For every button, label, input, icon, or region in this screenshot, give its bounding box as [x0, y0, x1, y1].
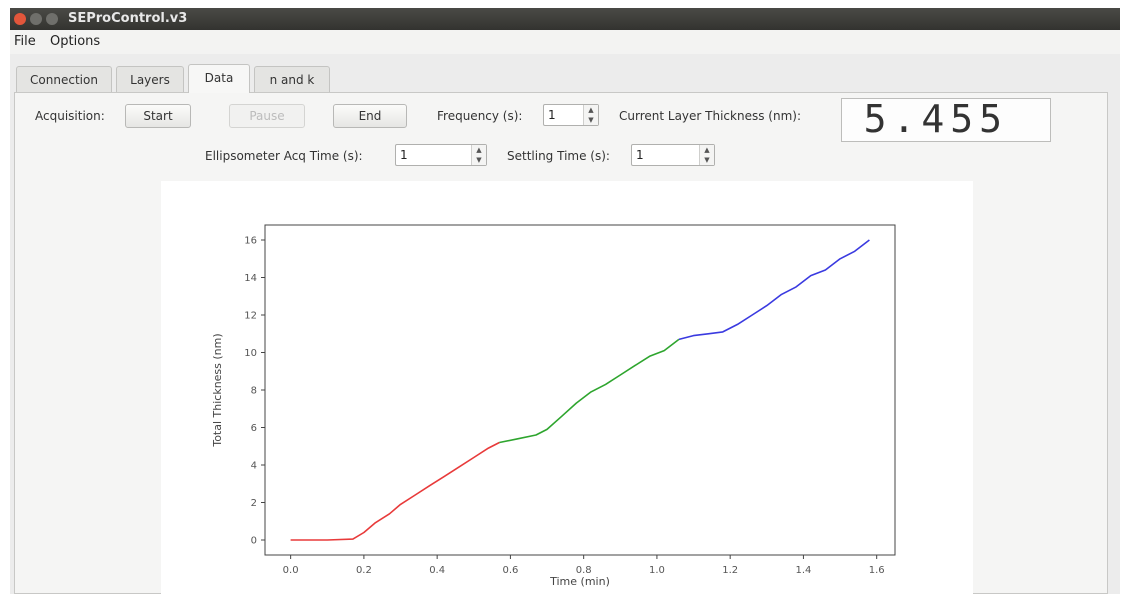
- settling-time-value: 1: [636, 148, 644, 162]
- app-window: SEProControl.v3 File Options Connection …: [10, 8, 1120, 595]
- x-tick-label: 1.6: [869, 565, 885, 576]
- ellipsometer-acq-value: 1: [400, 148, 408, 162]
- series-line-1: [290, 441, 500, 541]
- y-tick-label: 6: [251, 423, 257, 434]
- x-tick-label: 0.8: [576, 565, 592, 576]
- tab-data[interactable]: Data: [188, 64, 250, 93]
- x-tick-label: 1.4: [795, 565, 811, 576]
- frequency-label: Frequency (s):: [437, 109, 523, 123]
- acquisition-label: Acquisition:: [35, 109, 105, 123]
- series-line-2: [499, 338, 680, 444]
- menu-options[interactable]: Options: [50, 34, 101, 49]
- y-tick-label: 2: [251, 498, 257, 509]
- minimize-window-button[interactable]: [30, 13, 42, 25]
- y-tick-label: 0: [251, 536, 257, 547]
- tab-layers[interactable]: Layers: [116, 66, 184, 92]
- title-bar: SEProControl.v3: [10, 8, 1120, 30]
- thickness-plot: 0.0 0.2 0.4 0.6 0.8 1.0 1.2 1.4 1.6 0 2 4 6 8 10 12 14 1…: [161, 181, 973, 595]
- frequency-value: 1: [548, 108, 556, 122]
- pause-button[interactable]: Pause: [229, 104, 305, 128]
- menu-bar: File Options: [10, 30, 1120, 54]
- series-line-3: [678, 239, 870, 341]
- spin-down-icon[interactable]: ▼: [476, 156, 482, 164]
- y-tick-label: 16: [244, 236, 257, 247]
- x-tick-label: 0.6: [502, 565, 518, 576]
- window-title: SEProControl.v3: [68, 11, 188, 26]
- close-window-button[interactable]: [14, 13, 26, 25]
- y-axis-label: Total Thickness (nm): [211, 333, 224, 447]
- tab-n-and-k[interactable]: n and k: [254, 66, 330, 92]
- x-tick-label: 1.2: [722, 565, 738, 576]
- frequency-spinbox[interactable]: 1 ▲ ▼: [543, 104, 599, 126]
- plot-frame: [264, 224, 896, 556]
- y-tick-label: 14: [244, 273, 257, 284]
- x-tick-label: 0.4: [429, 565, 445, 576]
- settling-time-spinbox[interactable]: 1 ▲ ▼: [631, 144, 715, 166]
- y-tick-label: 8: [251, 386, 257, 397]
- tab-bar: Connection Layers Data n and k: [10, 64, 1120, 93]
- spin-up-icon[interactable]: ▲: [476, 146, 482, 154]
- y-tick-label: 10: [244, 348, 257, 359]
- ellipsometer-acq-spinbox[interactable]: 1 ▲ ▼: [395, 144, 487, 166]
- spin-up-icon[interactable]: ▲: [704, 146, 710, 154]
- x-axis-label: Time (min): [549, 575, 610, 588]
- spin-up-icon[interactable]: ▲: [588, 106, 594, 114]
- ellipsometer-acq-label: Ellipsometer Acq Time (s):: [205, 149, 363, 163]
- thickness-lcd-value: 5.455: [863, 97, 1008, 141]
- data-panel: Acquisition: Start Pause End Frequency (…: [14, 92, 1108, 595]
- x-tick-label: 0.0: [283, 565, 299, 576]
- x-tick-label: 0.2: [356, 565, 372, 576]
- thickness-lcd-display: 5.455: [841, 97, 1051, 142]
- current-thickness-label: Current Layer Thickness (nm):: [619, 109, 801, 123]
- thickness-chart: 0.0 0.2 0.4 0.6 0.8 1.0 1.2 1.4 1.6 0 2 4 6 8 10 12 14 1…: [211, 224, 896, 588]
- maximize-window-button[interactable]: [46, 13, 58, 25]
- settling-time-label: Settling Time (s):: [507, 149, 610, 163]
- y-tick-label: 4: [251, 461, 257, 472]
- menu-file[interactable]: File: [14, 34, 36, 49]
- x-tick-label: 1.0: [649, 565, 665, 576]
- end-button[interactable]: End: [333, 104, 407, 128]
- tab-connection[interactable]: Connection: [16, 66, 112, 92]
- y-tick-label: 12: [244, 311, 257, 322]
- spin-down-icon[interactable]: ▼: [588, 116, 594, 124]
- spin-down-icon[interactable]: ▼: [704, 156, 710, 164]
- start-button[interactable]: Start: [125, 104, 191, 128]
